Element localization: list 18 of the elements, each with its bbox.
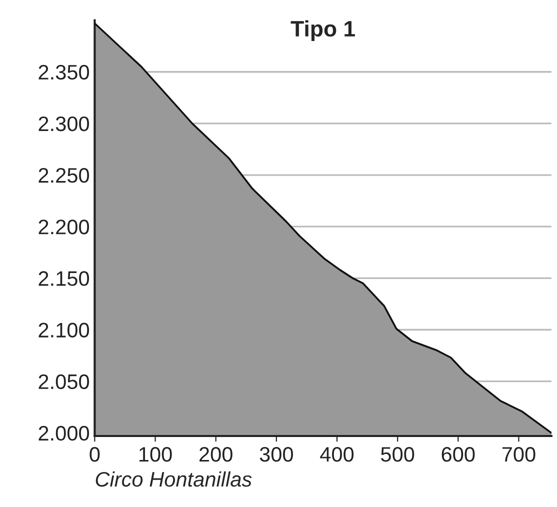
- x-tick-label: 700: [502, 446, 536, 462]
- x-axis-title: Circo Hontanillas: [96, 471, 252, 487]
- x-tick-label: 300: [260, 446, 293, 462]
- y-tick-label: 2.350: [38, 64, 90, 80]
- y-tick-label: 2.300: [38, 116, 90, 132]
- y-tick-label: 2.000: [38, 426, 90, 441]
- y-tick-label: 2.250: [38, 168, 90, 183]
- x-tick-label: 0: [90, 446, 100, 462]
- y-tick-label: 2.050: [38, 374, 90, 390]
- x-tick-label: 100: [139, 446, 172, 462]
- y-tick-label: 2.200: [38, 220, 90, 234]
- x-tick-label: 400: [320, 446, 354, 462]
- x-tick-label: 200: [200, 446, 232, 462]
- x-tick-label: 500: [381, 446, 414, 462]
- x-tick-label: 600: [442, 446, 475, 462]
- chart-title: Tipo 1: [290, 20, 355, 41]
- y-tick-label: 2.150: [38, 271, 90, 286]
- y-tick-label: 2.100: [38, 322, 90, 338]
